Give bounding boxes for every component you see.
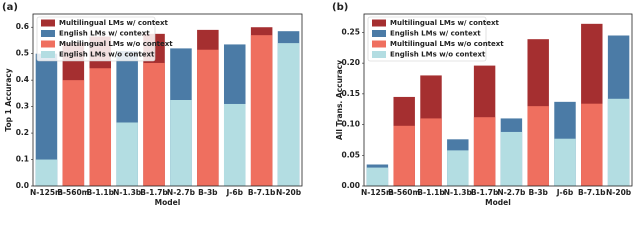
x-tick-label: B-1.7b <box>471 188 499 197</box>
y-tick-label: 0.0 <box>16 181 29 190</box>
panel-label: (a) <box>2 2 18 13</box>
legend-box <box>367 16 487 62</box>
y-tick-label: 0.2 <box>16 128 29 137</box>
x-tick-label: N-1.3b <box>113 188 142 197</box>
y-tick-label: 0.00 <box>341 181 360 190</box>
y-tick-label: 0.4 <box>16 75 29 84</box>
plot-frame <box>32 13 303 187</box>
bar <box>143 62 165 187</box>
x-tick-label: N-125m <box>30 188 63 197</box>
bar <box>277 43 300 186</box>
x-tick-label: B-3b <box>198 188 218 197</box>
bar <box>366 167 389 186</box>
y-tick-label: 0.10 <box>341 120 360 129</box>
y-axis-label: All Trans. Accuracy <box>335 60 344 140</box>
bar <box>223 103 246 186</box>
bar <box>554 138 576 186</box>
bar <box>197 49 219 186</box>
x-axis-label: Model <box>485 198 511 207</box>
x-tick-label: B-7.1b <box>578 188 606 197</box>
x-tick-label: N-2.7b <box>167 188 196 197</box>
figure: (a) Top 1 Accuracy Model 0.0 0.1 0.2 0.3 0.4 0.5… <box>2 2 633 207</box>
legend-swatch <box>372 40 386 48</box>
bar <box>116 122 138 186</box>
y-tick-label: 0.3 <box>16 102 29 111</box>
legend-label: Multilingual LMs w/o context <box>390 40 504 48</box>
y-tick-label: 0.1 <box>16 155 29 164</box>
bar <box>581 103 603 186</box>
y-tick-label: 0.5 <box>16 49 29 58</box>
bar <box>62 80 85 186</box>
x-tick-label: J-6b <box>226 188 244 197</box>
bar <box>420 118 442 186</box>
legend-swatch <box>41 30 55 37</box>
legend-box <box>36 16 156 62</box>
y-tick-label: 0.05 <box>341 150 360 159</box>
x-tick-label: J-6b <box>556 188 574 197</box>
legend-label: Multilingual LMs w/ context <box>59 19 168 27</box>
x-tick-label: B-7.1b <box>248 188 276 197</box>
legend-swatch <box>372 19 386 27</box>
legend-label: English LMs w/ context <box>390 30 481 38</box>
x-tick-label: B-1.7b <box>140 188 168 197</box>
bar <box>527 106 549 186</box>
bar <box>250 35 273 186</box>
bar <box>500 131 523 186</box>
x-tick-label: N-1.3b <box>444 188 473 197</box>
bar <box>393 125 415 186</box>
x-tick-label: N-20b <box>606 188 632 197</box>
legend-swatch <box>41 19 55 27</box>
x-tick-label: N-125m <box>361 188 394 197</box>
x-tick-label: B-560m <box>388 188 420 197</box>
bar <box>447 150 469 186</box>
bar <box>35 53 58 186</box>
legend-swatch <box>41 40 55 48</box>
bar <box>170 100 192 186</box>
x-tick-label: B-3b <box>528 188 548 197</box>
y-tick-label: 0.25 <box>341 27 360 36</box>
plot-frame <box>363 13 633 187</box>
legend-swatch <box>41 51 55 58</box>
y-tick-label: 0.15 <box>341 89 360 98</box>
x-tick-label: N-20b <box>276 188 302 197</box>
legend-label: Multilingual LMs w/o context <box>59 40 173 48</box>
bar <box>35 159 58 186</box>
x-tick-label: B-560m <box>57 188 89 197</box>
legend-label: English LMs w/ context <box>59 30 150 38</box>
bar <box>89 68 112 186</box>
x-tick-label: N-2.7b <box>497 188 526 197</box>
bar <box>473 117 496 186</box>
y-tick-label: 0.20 <box>341 58 360 67</box>
legend-label: English LMs w/o context <box>59 51 155 59</box>
legend-label: English LMs w/o context <box>390 51 486 59</box>
x-tick-label: B-1.1b <box>87 188 115 197</box>
bar <box>607 98 630 186</box>
y-axis-label: Top 1 Accuracy <box>4 68 13 131</box>
panel-label: (b) <box>332 2 348 13</box>
y-tick-label: 0.6 <box>16 22 29 31</box>
x-axis-label: Model <box>155 198 181 207</box>
legend-swatch <box>372 30 386 37</box>
legend-swatch <box>372 51 386 58</box>
x-tick-label: B-1.1b <box>417 188 445 197</box>
legend-label: Multilingual LMs w/ context <box>390 19 499 27</box>
